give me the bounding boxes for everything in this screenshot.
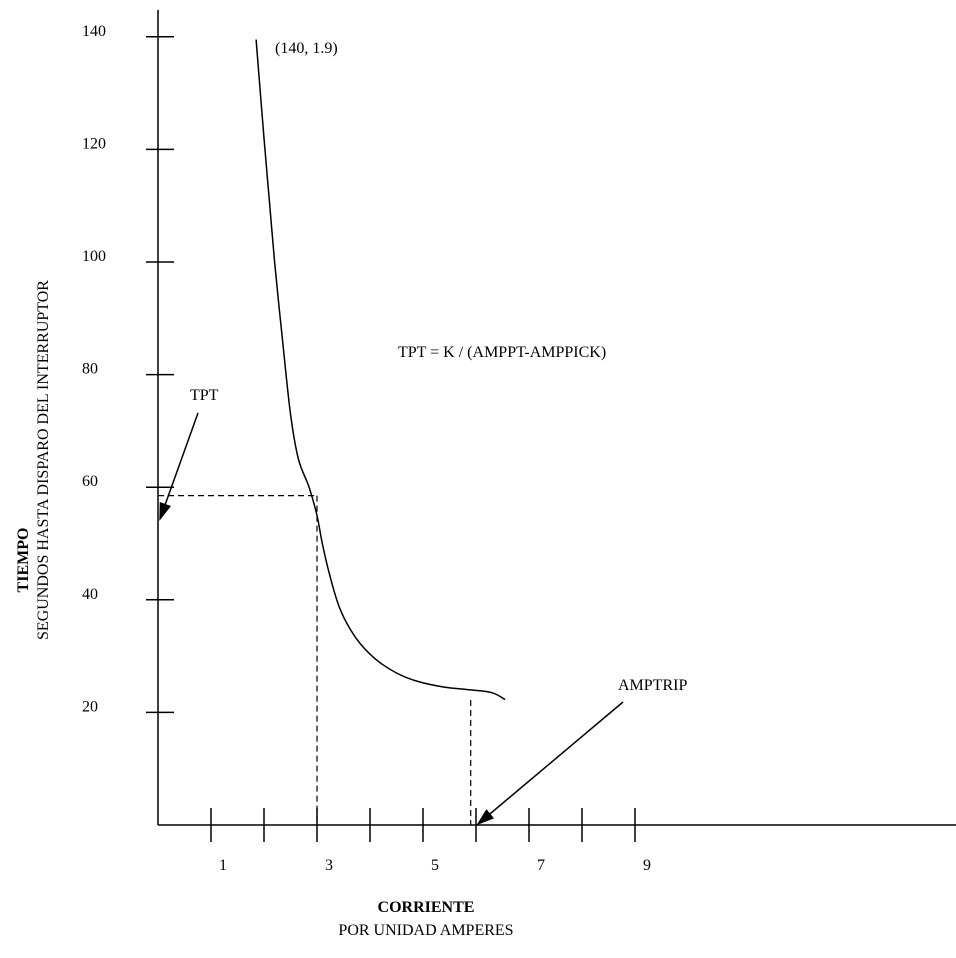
formula-label: TPT = K / (AMPPT-AMPPICK) <box>398 344 606 361</box>
y-tick-label-100: 100 <box>82 248 106 265</box>
x-axis-title: CORRIENTE <box>378 899 475 916</box>
x-tick-label-1: 1 <box>219 857 227 874</box>
tpt-label: TPT <box>190 387 219 404</box>
y-tick-label-120: 120 <box>82 135 106 152</box>
tpt-arrow <box>159 412 199 521</box>
x-tick-label-9: 9 <box>643 857 651 874</box>
trip-curve-line <box>255 39 506 701</box>
y-axis-title: TIEMPO <box>15 528 32 593</box>
y-tick-label-60: 60 <box>82 473 98 490</box>
y-ticks: 20 40 60 80 100 120 140 <box>82 23 174 715</box>
x-tick-label-5: 5 <box>431 857 439 874</box>
x-ticks: 1 3 5 7 9 <box>210 808 651 874</box>
y-axis-subtitle: SEGUNDOS HASTA DISPARO DEL INTERRUPTOR <box>35 280 52 640</box>
dashed-guides <box>158 495 472 825</box>
x-axis-subtitle: POR UNIDAD AMPERES <box>338 922 513 939</box>
y-tick-label-80: 80 <box>82 361 98 378</box>
y-tick-label-140: 140 <box>82 23 106 40</box>
x-tick-label-3: 3 <box>325 857 333 874</box>
x-tick-label-7: 7 <box>537 857 545 874</box>
point-label: (140, 1.9) <box>275 40 338 57</box>
y-tick-label-40: 40 <box>82 586 98 603</box>
y-tick-label-20: 20 <box>82 698 98 715</box>
amptrip-label: AMPTRIP <box>618 677 687 694</box>
amptrip-arrow <box>476 701 624 826</box>
